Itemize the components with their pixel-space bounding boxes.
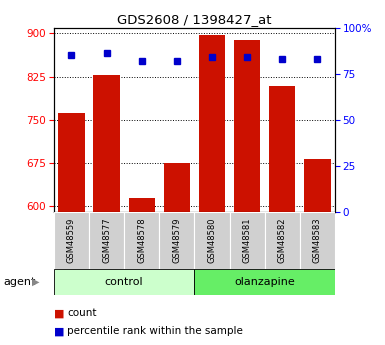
Bar [269,87,295,345]
FancyBboxPatch shape [300,212,335,269]
Bar [304,159,331,345]
Bar [234,40,260,345]
Text: olanzapine: olanzapine [234,277,295,287]
FancyBboxPatch shape [124,212,159,269]
Title: GDS2608 / 1398427_at: GDS2608 / 1398427_at [117,13,272,27]
Text: count: count [67,308,97,318]
FancyBboxPatch shape [229,212,264,269]
FancyBboxPatch shape [194,212,229,269]
Bar [58,113,85,345]
FancyBboxPatch shape [89,212,124,269]
Text: ■: ■ [54,326,64,336]
Text: agent: agent [4,277,36,287]
Text: ■: ■ [54,308,64,318]
Text: GSM48581: GSM48581 [243,218,252,263]
Text: GSM48582: GSM48582 [278,218,287,263]
Text: ▶: ▶ [32,277,40,287]
FancyBboxPatch shape [54,212,89,269]
Text: GSM48580: GSM48580 [208,218,216,263]
FancyBboxPatch shape [264,212,300,269]
FancyBboxPatch shape [159,212,194,269]
Text: GSM48577: GSM48577 [102,218,111,264]
Text: GSM48559: GSM48559 [67,218,76,263]
Text: GSM48583: GSM48583 [313,218,322,264]
Text: GSM48578: GSM48578 [137,218,146,264]
Bar [164,163,190,345]
Text: GSM48579: GSM48579 [172,218,181,263]
Text: percentile rank within the sample: percentile rank within the sample [67,326,243,336]
Bar [129,198,155,345]
FancyBboxPatch shape [54,269,194,295]
Text: control: control [105,277,144,287]
Bar [94,75,120,345]
FancyBboxPatch shape [194,269,335,295]
Bar [199,35,225,345]
